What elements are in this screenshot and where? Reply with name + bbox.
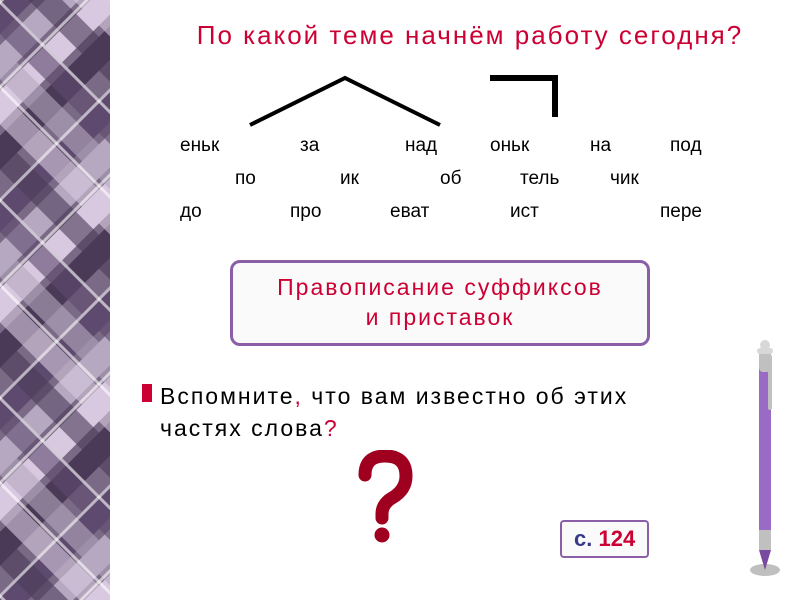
morpheme-word: тель	[520, 168, 559, 190]
topic-line2: и приставок	[251, 303, 629, 333]
recall-text: Вспомните, что вам известно об этих част…	[160, 380, 660, 444]
morpheme-word: под	[670, 135, 702, 157]
recall-comma: ,	[295, 383, 303, 409]
root-symbol-icon	[240, 70, 460, 130]
question-mark-icon	[350, 450, 420, 545]
morpheme-word: чик	[610, 168, 639, 190]
morpheme-word: по	[235, 168, 256, 190]
morpheme-word: еньк	[180, 135, 219, 157]
morpheme-word: за	[300, 135, 319, 157]
page-number: 124	[598, 526, 635, 551]
morpheme-word: ист	[510, 201, 539, 223]
prefix-symbol-icon	[485, 72, 565, 122]
morpheme-word: на	[590, 135, 611, 157]
morpheme-word: об	[440, 168, 461, 190]
morpheme-word: над	[405, 135, 437, 157]
morpheme-word: еват	[390, 201, 429, 223]
recall-before: Вспомните	[160, 383, 295, 409]
morpheme-word: ик	[340, 168, 359, 190]
morpheme-word: пере	[660, 201, 702, 223]
morpheme-word: оньк	[490, 135, 529, 157]
morpheme-word: до	[180, 201, 202, 223]
pen-icon	[745, 320, 785, 580]
bullet-icon	[142, 384, 152, 402]
page-prefix: с.	[574, 526, 598, 551]
morpheme-word: про	[290, 201, 321, 223]
page-reference: с. 124	[560, 520, 649, 558]
plaid-decoration	[0, 0, 110, 600]
topic-line1: Правописание суффиксов	[251, 273, 629, 303]
topic-box: Правописание суффиксов и приставок	[230, 260, 650, 346]
title: По какой теме начнём работу сегодня?	[160, 20, 780, 51]
morphemes-diagram: еньк за над оньк на под по ик об тель чик до про еват…	[180, 70, 720, 230]
recall-qmark: ?	[324, 415, 339, 441]
